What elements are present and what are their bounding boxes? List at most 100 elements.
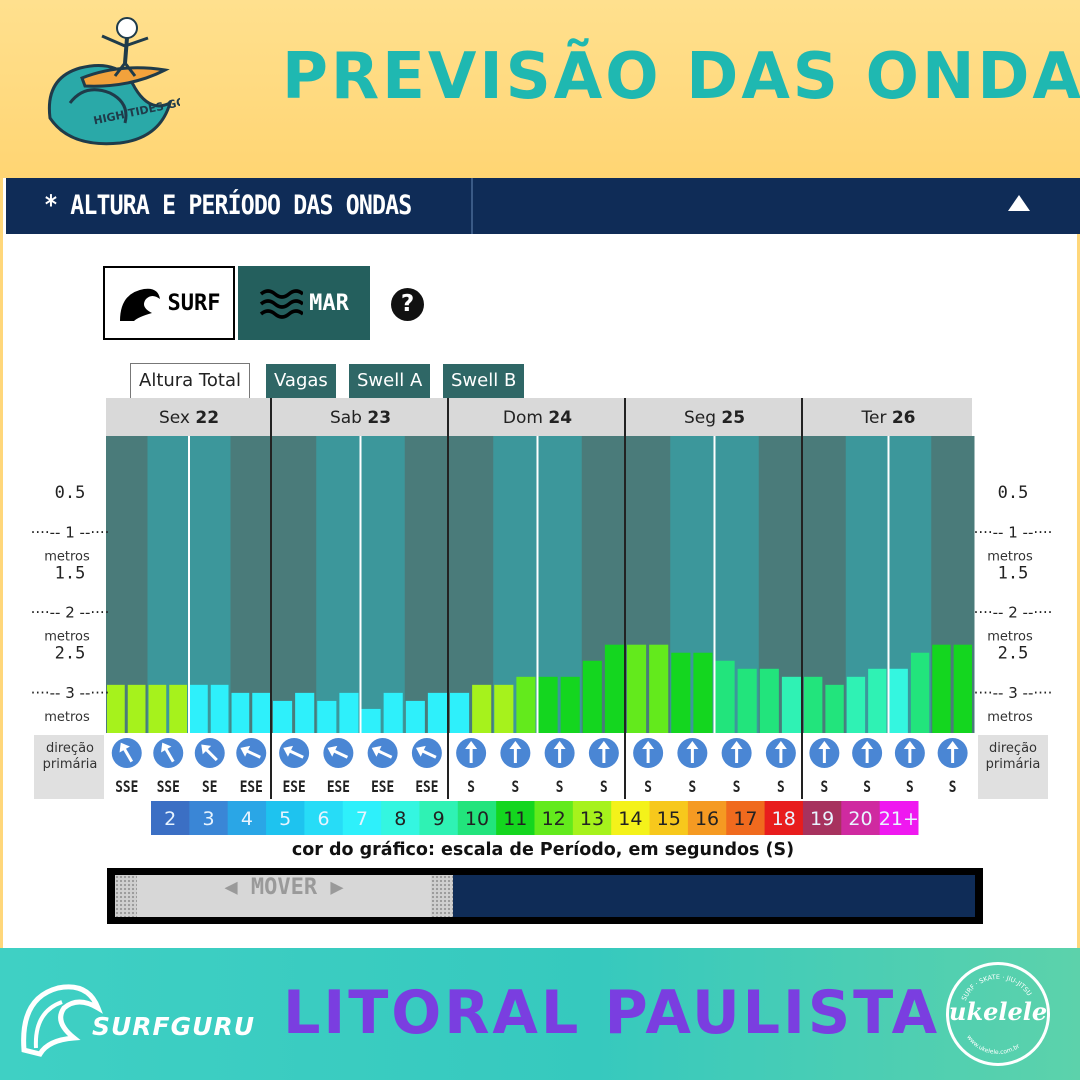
period-scale-label: 2 [164,808,176,830]
page-title: PREVISÃO DAS ONDAS [282,40,1080,114]
period-scale-swatch [266,801,305,835]
wave-bar[interactable] [339,692,359,733]
day-header[interactable] [106,398,270,436]
mar-mode-button[interactable]: MAR [238,266,370,340]
arrow-head [903,741,916,749]
day-header[interactable] [449,398,624,436]
arrow-glyph [553,741,566,763]
ukelele-ring: SURF · SKATE · JIU-JITSU www.ukelele.com… [960,973,1033,1056]
wave-bar[interactable] [671,652,691,733]
timeline-scroller[interactable]: ◀ MOVER ▶ [107,868,983,924]
wave-bar[interactable] [317,700,337,733]
wave-bar[interactable] [804,676,823,733]
day-header[interactable] [803,398,972,436]
arrow-head [597,741,610,749]
wave-bar[interactable] [560,676,580,733]
waves-icon [259,289,304,319]
wave-bar[interactable] [825,684,844,733]
day-label: Ter 26 [860,408,915,428]
wave-bar[interactable] [889,668,908,733]
day-label: Seg 25 [684,408,745,428]
direction-label-box [978,735,1048,799]
tab-altura-total[interactable]: Altura Total [130,363,250,400]
wave-bar[interactable] [494,684,514,733]
y-unit-label: metros [987,630,1033,645]
wave-bar[interactable] [450,692,470,733]
arrow-glyph [119,742,134,763]
wave-bar[interactable] [715,660,735,733]
arrow-head [861,741,874,749]
arrow-head [946,741,959,749]
period-scale-swatch [381,801,420,835]
ukelele-badge: SURF · SKATE · JIU-JITSU www.ukelele.com… [946,962,1050,1066]
direction-axis-label: direção [46,741,94,756]
y-unit-label: metros [44,630,90,645]
arrow-glyph [597,741,610,763]
wave-bar[interactable] [693,652,713,733]
arrow-head [283,745,294,757]
direction-label: S [906,779,914,797]
wave-bar[interactable] [538,676,558,733]
tab-swell-b[interactable]: Swell B [443,364,525,399]
wave-bar[interactable] [231,692,250,733]
grip-right-handle[interactable] [431,875,453,917]
wave-bar[interactable] [127,684,146,733]
wave-bar[interactable] [781,676,801,733]
wave-bar[interactable] [107,684,125,733]
arrow-glyph [465,741,478,763]
arrow-head [642,741,655,749]
wave-bar[interactable] [190,684,208,733]
grip-left-handle[interactable] [115,875,137,917]
y-tick-label: ····-- 2 --···· [31,604,110,622]
wave-bar[interactable] [383,692,403,733]
surf-mode-button[interactable]: SURF [103,266,235,340]
y-unit-label: metros [44,710,90,725]
wave-bar[interactable] [252,692,270,733]
wave-bar[interactable] [295,692,315,733]
period-scale-label: 11 [503,808,527,830]
region-title: LITORAL PAULISTA [283,978,941,1048]
wave-bar[interactable] [604,644,624,733]
wave-bar[interactable] [737,668,757,733]
wave-bar[interactable] [405,700,425,733]
wave-bar[interactable] [953,644,972,733]
skeleton-surfer-logo: HIGH TIDES GOOD VIBES [47,17,180,146]
triangle-up-icon[interactable] [1008,195,1030,211]
help-icon[interactable]: ? [391,288,424,321]
section-header[interactable]: * ALTURA E PERÍODO DAS ONDAS [6,178,1080,234]
wave-bar[interactable] [273,700,293,733]
wave-bar[interactable] [472,684,492,733]
direction-label: SSE [115,779,138,797]
period-scale-swatch [687,801,727,835]
wave-bar[interactable] [516,676,536,733]
wave-bar[interactable] [210,684,229,733]
wave-bar[interactable] [627,644,647,733]
arrow-glyph [327,745,349,759]
wave-bar[interactable] [868,668,887,733]
wave-bar[interactable] [427,692,447,733]
arrow-head [371,745,382,757]
wave-bar[interactable] [361,708,381,733]
wave-bar[interactable] [169,684,187,733]
wave-bar[interactable] [148,684,167,733]
tab-vagas[interactable]: Vagas [266,364,336,399]
arrow-glyph [730,741,743,763]
day-header[interactable] [626,398,801,436]
wave-bar[interactable] [846,676,866,733]
wave-bar[interactable] [582,660,602,733]
day-header[interactable] [272,398,447,436]
period-scale-swatch [841,801,881,835]
wave-bar[interactable] [649,644,669,733]
scroller-thumb[interactable] [115,875,453,917]
wave-bar[interactable] [759,668,779,733]
direction-label: ESE [283,779,306,797]
arrow-head [686,741,699,749]
arrow-head [119,742,130,753]
wave-bar[interactable] [910,652,930,733]
wave-bar[interactable] [932,644,951,733]
surf-mode-label: SURF [167,290,221,316]
period-scale-label: 12 [542,808,566,830]
tab-swell-a[interactable]: Swell A [349,364,431,399]
wave-icon [119,288,160,321]
arrow-glyph [818,741,831,763]
